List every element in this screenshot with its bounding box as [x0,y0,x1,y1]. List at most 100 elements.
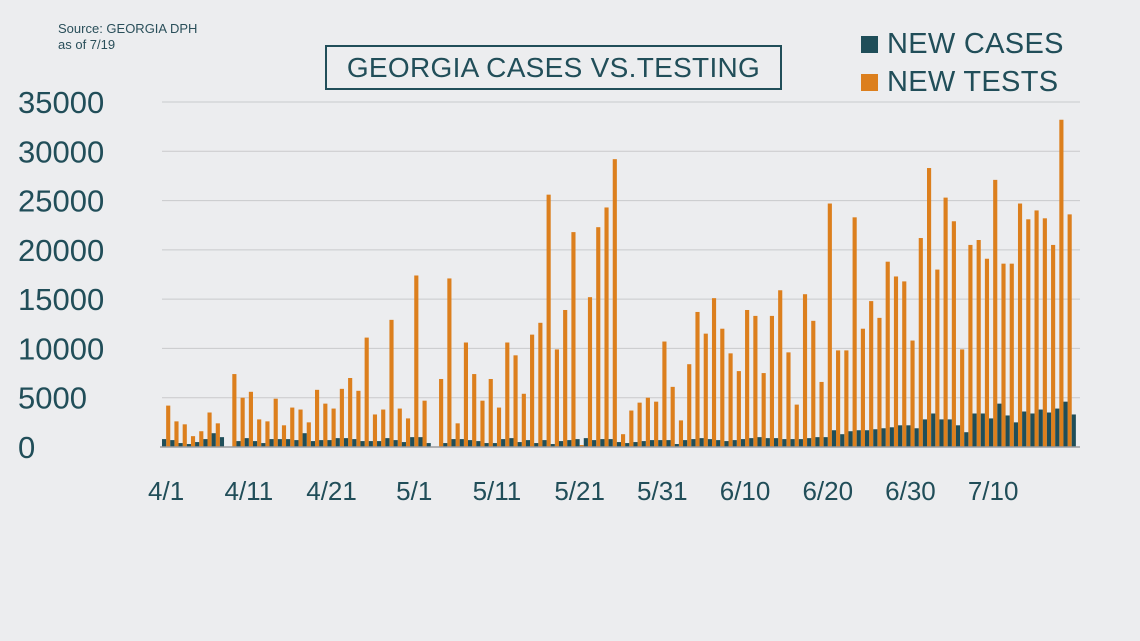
bar-new-tests [827,203,832,447]
bar-new-tests [670,386,675,447]
bar-new-tests [405,418,411,447]
bar-new-tests [968,244,973,447]
bar-new-cases [501,439,506,447]
bar-new-tests [447,278,452,447]
bar-new-tests [472,374,477,447]
bar-new-cases [178,443,183,447]
x-tick-label: 4/21 [306,476,357,506]
legend-swatch-new-tests [861,73,878,91]
bar-new-tests [703,333,708,447]
bar-new-tests [1017,203,1023,447]
bar-new-cases [1022,411,1027,447]
bar-new-cases [889,427,894,447]
bar-new-tests [439,378,444,447]
bar-new-cases [997,403,1002,447]
bar-new-cases [244,438,249,447]
bar-new-cases [509,438,514,447]
bar-new-tests [381,409,386,447]
bar-new-tests [910,340,915,447]
bar-new-cases [732,440,737,447]
bar-new-tests [869,301,874,447]
bar-new-tests [166,405,171,447]
bar-new-tests [662,341,667,447]
x-tick-label: 5/1 [396,476,432,506]
bar-new-tests [1042,218,1047,447]
bar-new-cases [360,441,365,447]
bar-new-cases [443,443,448,447]
bar-new-tests [621,434,626,447]
bar-new-tests [414,275,419,447]
bar-new-tests [323,403,328,447]
bar-new-tests [711,298,717,447]
y-tick-label: 0 [18,430,35,465]
bar-new-cases [592,440,597,447]
bar-new-tests [1009,263,1014,447]
bar-new-cases [401,442,406,447]
bar-new-cases [716,440,721,447]
bar-new-cases [162,439,167,447]
bar-new-cases [1055,408,1060,447]
bar-new-tests [943,197,948,447]
bar-new-tests [372,414,378,447]
bar-new-cases [302,433,307,447]
bar-new-tests [819,381,824,447]
bar-new-cases [947,419,952,447]
bar-new-tests [927,168,932,448]
bar-new-tests [455,423,460,447]
bar-new-cases [641,441,646,447]
bar-new-tests [1059,119,1064,448]
bar-new-tests [480,400,485,447]
bar-new-cases [922,419,927,447]
legend-item-new-cases: NEW CASES [861,25,1064,63]
bar-new-cases [964,432,969,447]
chart-title: GEORGIA CASES VS.TESTING [325,45,782,90]
bar-new-cases [856,430,861,447]
bar-new-cases [451,439,456,447]
bar-new-tests [207,412,212,447]
bar-new-tests [306,422,311,447]
bar-new-tests [993,179,998,447]
bar-new-tests [571,232,576,447]
x-tick-label: 5/11 [473,476,522,506]
source-line: Source: GEORGIA DPH [58,21,198,36]
bar-new-cases [658,440,663,447]
bar-new-tests [687,364,692,447]
bar-new-tests [315,389,320,447]
y-tick-label: 30000 [18,134,104,169]
bar-new-tests [240,397,245,447]
bar-new-tests [1034,210,1039,447]
x-tick-label: 7/10 [968,476,1019,506]
bar-new-tests [356,390,361,447]
bar-new-tests [579,445,584,447]
bar-new-cases [542,440,547,447]
bar-new-cases [1013,422,1018,447]
x-tick-label: 5/31 [637,476,688,506]
bar-new-cases [666,440,671,447]
bar-new-cases [740,439,746,447]
bar-new-cases [683,440,688,447]
bar-new-tests [893,276,899,447]
bar-new-cases [261,443,266,447]
bar-new-tests [563,309,568,447]
bar-new-cases [269,439,274,447]
bar-new-cases [765,438,770,447]
x-tick-label: 4/1 [148,476,184,506]
bar-new-tests [596,227,601,447]
bar-new-tests [290,407,295,447]
bar-new-cases [310,441,315,447]
bar-new-tests [844,350,849,447]
bar-new-tests [645,397,650,447]
bar-new-cases [798,439,803,447]
bar-new-cases [881,428,886,447]
bar-new-cases [848,431,853,447]
bar-new-cases [558,441,564,447]
bar-new-cases [939,419,944,447]
bar-new-cases [757,437,762,447]
bar-new-cases [1005,415,1010,447]
bar-new-tests [678,420,684,447]
bar-new-cases [534,443,539,447]
bar-new-cases [219,437,225,447]
bar-new-cases [277,439,282,447]
bar-new-cases [186,444,191,447]
y-tick-label: 5000 [18,381,87,416]
